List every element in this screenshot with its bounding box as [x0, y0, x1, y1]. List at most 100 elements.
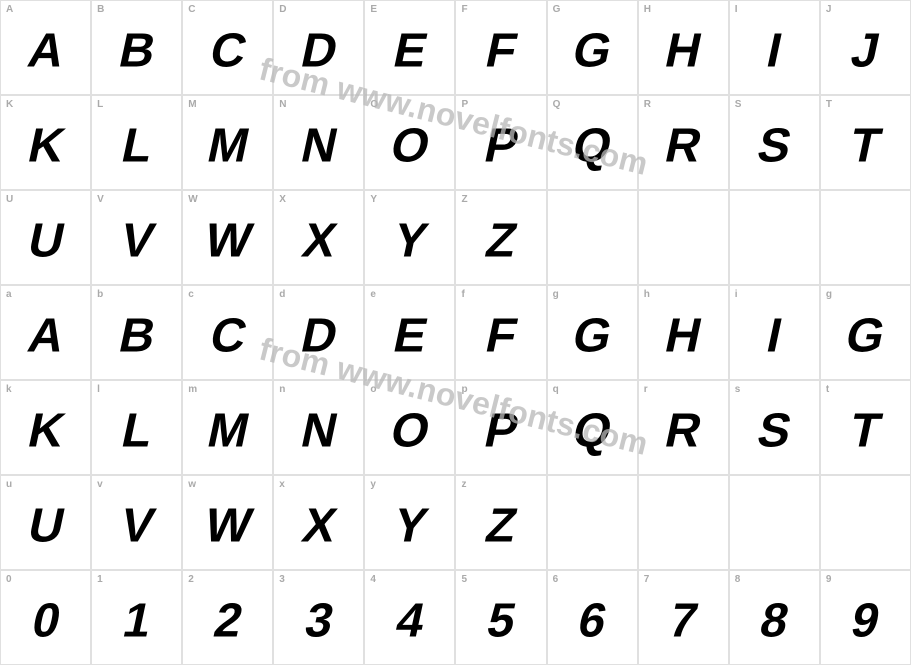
cell-key-label: m — [188, 384, 197, 395]
cell-key-label: 8 — [735, 574, 741, 585]
cell-key-label: 6 — [553, 574, 559, 585]
glyph-cell: 66 — [547, 570, 638, 665]
glyph-cell: MM — [182, 95, 273, 190]
cell-key-label: i — [735, 289, 738, 300]
glyph-cell: pP — [455, 380, 546, 475]
cell-key-label: g — [553, 289, 559, 300]
cell-key-label: N — [279, 99, 286, 110]
cell-glyph: I — [762, 23, 786, 78]
glyph-cell: cC — [182, 285, 273, 380]
cell-key-label: D — [279, 4, 286, 15]
glyph-cell — [729, 190, 820, 285]
glyph-cell: YY — [364, 190, 455, 285]
cell-key-label: 3 — [279, 574, 285, 585]
cell-key-label: d — [279, 289, 285, 300]
cell-key-label: V — [97, 194, 104, 205]
cell-key-label: E — [370, 4, 377, 15]
glyph-cell — [820, 475, 911, 570]
glyph-cell: wW — [182, 475, 273, 570]
cell-glyph: G — [568, 23, 616, 78]
cell-key-label: e — [370, 289, 376, 300]
cell-glyph: Q — [568, 118, 616, 173]
cell-key-label: t — [826, 384, 829, 395]
cell-key-label: G — [553, 4, 561, 15]
cell-glyph: A — [23, 23, 68, 78]
cell-glyph: N — [296, 118, 341, 173]
glyph-cell: aA — [0, 285, 91, 380]
cell-glyph: H — [661, 23, 706, 78]
glyph-cell: dD — [273, 285, 364, 380]
glyph-cell: bB — [91, 285, 182, 380]
glyph-cell: nN — [273, 380, 364, 475]
cell-glyph: P — [480, 403, 523, 458]
cell-glyph: H — [661, 308, 706, 363]
cell-glyph: B — [114, 308, 159, 363]
cell-key-label: a — [6, 289, 12, 300]
cell-key-label: L — [97, 99, 103, 110]
glyph-cell: JJ — [820, 0, 911, 95]
glyph-cell: 77 — [638, 570, 729, 665]
cell-glyph: R — [661, 403, 706, 458]
cell-key-label: S — [735, 99, 742, 110]
cell-glyph: 3 — [300, 593, 337, 648]
cell-key-label: A — [6, 4, 13, 15]
glyph-cell: xX — [273, 475, 364, 570]
glyph-cell: RR — [638, 95, 729, 190]
glyph-cell: iI — [729, 285, 820, 380]
cell-glyph: Z — [481, 498, 521, 553]
glyph-cell: sS — [729, 380, 820, 475]
cell-glyph: U — [23, 213, 68, 268]
cell-key-label: f — [461, 289, 464, 300]
glyph-cell: 99 — [820, 570, 911, 665]
glyph-cell: OO — [364, 95, 455, 190]
cell-key-label: 0 — [6, 574, 12, 585]
glyph-cell: tT — [820, 380, 911, 475]
cell-key-label: u — [6, 479, 12, 490]
cell-glyph: 1 — [118, 593, 155, 648]
cell-glyph: F — [481, 23, 521, 78]
cell-glyph: O — [386, 118, 434, 173]
cell-key-label: b — [97, 289, 103, 300]
glyph-cell: fF — [455, 285, 546, 380]
cell-key-label: h — [644, 289, 650, 300]
cell-glyph: 9 — [847, 593, 884, 648]
cell-glyph: C — [205, 308, 250, 363]
glyph-cell — [638, 190, 729, 285]
glyph-cell: 11 — [91, 570, 182, 665]
glyph-cell — [729, 475, 820, 570]
cell-key-label: 9 — [826, 574, 832, 585]
cell-key-label: l — [97, 384, 100, 395]
cell-key-label: w — [188, 479, 196, 490]
cell-glyph: L — [117, 403, 157, 458]
cell-key-label: 2 — [188, 574, 194, 585]
glyph-cell: KK — [0, 95, 91, 190]
cell-key-label: o — [370, 384, 376, 395]
glyph-cell: WW — [182, 190, 273, 285]
glyph-cell: XX — [273, 190, 364, 285]
cell-glyph: T — [845, 403, 885, 458]
cell-glyph: C — [205, 23, 250, 78]
cell-glyph: X — [297, 498, 340, 553]
glyph-cell: mM — [182, 380, 273, 475]
glyph-cell: VV — [91, 190, 182, 285]
cell-key-label: J — [826, 4, 832, 15]
glyph-cell: PP — [455, 95, 546, 190]
glyph-cell: lL — [91, 380, 182, 475]
cell-key-label: g — [826, 289, 832, 300]
cell-key-label: s — [735, 384, 741, 395]
cell-key-label: 4 — [370, 574, 376, 585]
cell-glyph: 5 — [482, 593, 519, 648]
glyph-cell: oO — [364, 380, 455, 475]
cell-key-label: 7 — [644, 574, 650, 585]
cell-key-label: I — [735, 4, 738, 15]
glyph-cell: DD — [273, 0, 364, 95]
glyph-cell: gG — [820, 285, 911, 380]
cell-glyph: 7 — [665, 593, 702, 648]
cell-glyph: F — [481, 308, 521, 363]
cell-glyph: 8 — [756, 593, 793, 648]
cell-key-label: W — [188, 194, 197, 205]
glyph-cell: ZZ — [455, 190, 546, 285]
cell-glyph: Q — [568, 403, 616, 458]
cell-glyph: N — [296, 403, 341, 458]
cell-key-label: 1 — [97, 574, 103, 585]
